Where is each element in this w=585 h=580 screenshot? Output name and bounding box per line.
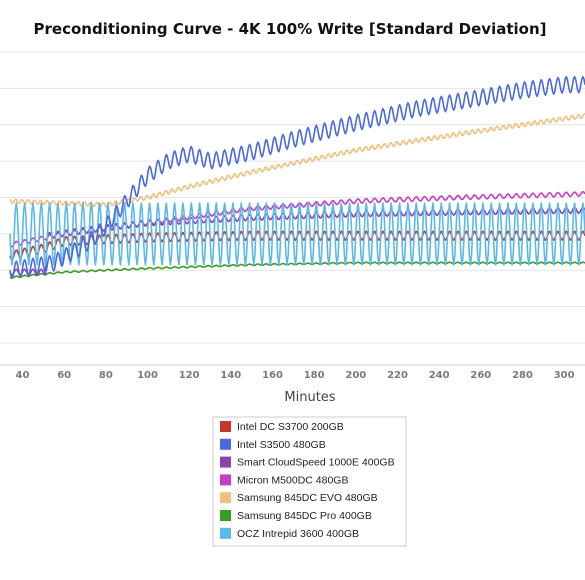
legend-swatch — [220, 456, 231, 468]
legend-swatch — [220, 527, 231, 539]
legend-box — [212, 416, 407, 547]
legend-label: Smart CloudSpeed 1000E 400GB — [237, 457, 395, 469]
series-lines — [9, 75, 585, 279]
x-tick-label: 140 — [220, 370, 241, 381]
x-tick-label: 220 — [387, 370, 408, 381]
legend-label: Samsung 845DC EVO 480GB — [237, 492, 378, 504]
series-line-6 — [9, 261, 585, 279]
x-tick-label: 60 — [57, 370, 71, 381]
series-line-2 — [9, 75, 585, 279]
x-tick-label: 300 — [554, 370, 575, 381]
legend-swatch — [220, 421, 231, 432]
chart-title: Preconditioning Curve - 4K 100% Write [S… — [34, 20, 547, 38]
legend: Intel DC S3700 200GB Intel S3500 480GB Sma… — [212, 416, 407, 547]
x-tick-label: 200 — [345, 370, 366, 381]
x-tick-label: 180 — [304, 370, 325, 381]
legend-swatch — [220, 474, 231, 486]
legend-swatch — [220, 510, 231, 521]
series-line-7 — [9, 202, 585, 266]
x-tick-label: 280 — [512, 370, 533, 381]
x-axis-label: Minutes — [284, 390, 335, 405]
x-tick-label: 120 — [179, 370, 200, 381]
x-tick-label: 240 — [429, 370, 450, 381]
x-tick-label: 260 — [470, 370, 491, 381]
x-tick-label: 100 — [137, 370, 158, 381]
x-tick-label: 80 — [99, 370, 113, 381]
legend-swatch — [220, 438, 231, 450]
series-line-5 — [9, 113, 585, 208]
legend-label: Intel DC S3700 200GB — [237, 421, 344, 433]
legend-label: Intel S3500 480GB — [237, 439, 326, 451]
x-tick-label: 40 — [16, 370, 30, 381]
legend-label: OCZ Intrepid 3600 400GB — [237, 528, 359, 540]
legend-swatch — [220, 492, 231, 504]
x-axis-ticks: 40 60 80 100 120 140 160 180 200 220 240 260 280 300 — [16, 370, 575, 381]
legend-label: Samsung 845DC Pro 400GB — [237, 510, 372, 522]
x-tick-label: 160 — [262, 370, 283, 381]
legend-label: Micron M500DC 480GB — [237, 474, 348, 486]
